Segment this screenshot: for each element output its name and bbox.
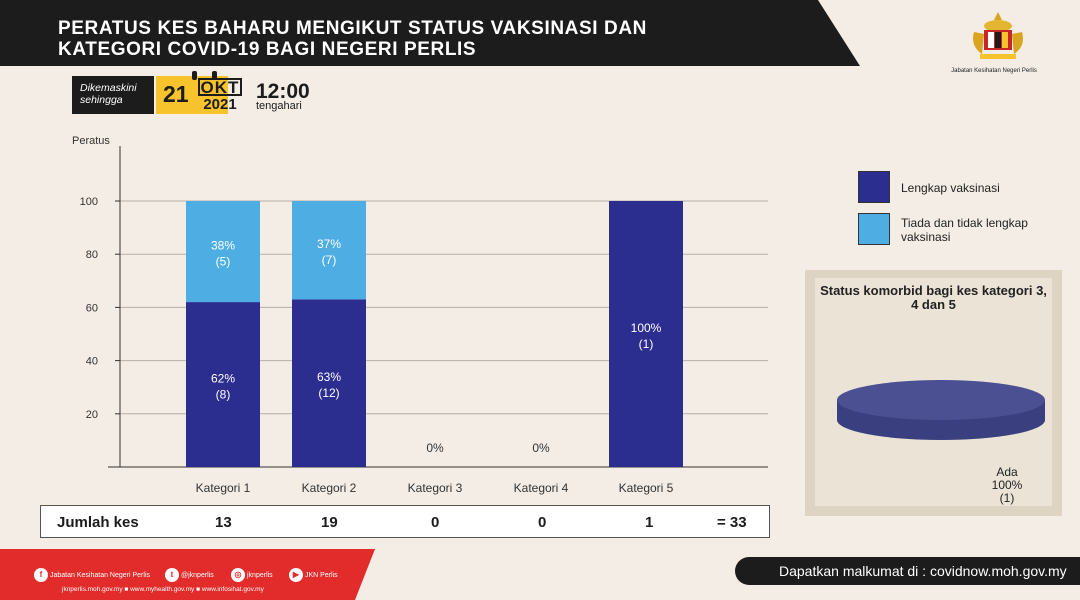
comorbid-label-name: Ada: [996, 465, 1018, 479]
y-tick-label: 80: [86, 249, 98, 261]
footer-info[interactable]: Dapatkan malkumat di : covidnow.moh.gov.…: [735, 557, 1080, 585]
bar-full-5: [609, 201, 683, 467]
legend-swatch-partial: [858, 213, 890, 245]
total-kategori-4: 0: [538, 514, 547, 531]
update-year: 2021: [203, 96, 237, 113]
y-tick-label: 40: [86, 356, 98, 368]
social-instagram[interactable]: ◎ jknperlis: [231, 568, 273, 582]
bar-full-1: [186, 302, 260, 467]
bar-full-2: [292, 299, 366, 467]
updated-label: Dikemaskini sehingga: [72, 76, 154, 114]
updated-label-line1: Dikemaskini: [80, 82, 137, 94]
legend-label-partial: Tiada dan tidak lengkap vaksinasi: [901, 216, 1028, 244]
update-time: 12:00: [256, 80, 310, 103]
bar-partial-1: [186, 201, 260, 303]
bar-partial-label: 38%: [211, 239, 235, 253]
footer-links[interactable]: jknperlis.moh.gov.my ■ www.myhealth.gov.…: [62, 586, 264, 593]
bar-full-label: 62%: [211, 372, 235, 386]
x-tick-label: Kategori 5: [619, 481, 674, 495]
page-title-line1: PERATUS KES BAHARU MENGIKUT STATUS VAKSI…: [58, 18, 647, 39]
x-tick-label: Kategori 3: [408, 481, 463, 495]
grand-total: = 33: [717, 514, 747, 531]
page-title: PERATUS KES BAHARU MENGIKUT STATUS VAKSI…: [58, 18, 647, 60]
y-tick-label: 20: [86, 409, 98, 421]
coat-of-arms-logo: [973, 12, 1023, 59]
youtube-icon: ▶: [289, 568, 303, 582]
title-banner: PERATUS KES BAHARU MENGIKUT STATUS VAKSI…: [0, 0, 860, 66]
x-tick-label: Kategori 1: [196, 481, 251, 495]
total-kategori-1: 13: [215, 514, 232, 531]
comorbid-pie: [837, 380, 1045, 440]
bar-partial-label: 37%: [317, 237, 341, 251]
bar-full-label: 100%: [631, 321, 662, 335]
x-tick-label: Kategori 4: [514, 481, 569, 495]
bar-zero-label: 0%: [532, 441, 550, 455]
bar-full-count: (1): [639, 337, 654, 351]
logo-caption: Jabatan Kesihatan Negeri Perlis: [951, 68, 1037, 74]
instagram-icon: ◎: [231, 568, 245, 582]
page-title-line2: KATEGORI COVID-19 BAGI NEGERI PERLIS: [58, 39, 477, 60]
update-month: OKT: [198, 78, 242, 96]
comorbid-label-percent: 100%: [991, 478, 1023, 492]
legend-swatch-full: [858, 171, 890, 203]
social-twitter[interactable]: t @jknperlis: [165, 568, 214, 582]
bar-full-count: (8): [216, 388, 231, 402]
comorbid-panel: Status komorbid bagi kes kategori 3, 4 d…: [805, 270, 1062, 516]
twitter-icon: t: [165, 568, 179, 582]
social-facebook[interactable]: f Jabatan Kesihatan Negeri Perlis: [34, 568, 150, 582]
y-axis-label: Peratus: [72, 135, 110, 147]
updated-label-line2: sehingga: [80, 94, 123, 106]
bar-zero-label: 0%: [426, 441, 444, 455]
comorbid-label-count: (1): [999, 491, 1015, 505]
y-tick-label: 60: [86, 302, 98, 314]
bar-partial-count: (5): [216, 255, 231, 269]
total-kategori-2: 19: [321, 514, 338, 531]
update-day: 21: [163, 81, 189, 107]
total-row: Jumlah kes 13 19 0 0 1 = 33: [40, 505, 770, 538]
comorbid-title: Status komorbid bagi kes kategori 3, 4 d…: [820, 283, 1047, 312]
comorbid-label: Ada 100% (1): [977, 466, 1037, 505]
social-youtube[interactable]: ▶ JKN Perlis: [289, 568, 338, 582]
x-tick-label: Kategori 2: [302, 481, 357, 495]
bar-full-count: (12): [318, 386, 339, 400]
total-kategori-3: 0: [431, 514, 440, 531]
footer-social-bar: [0, 549, 375, 600]
pie-slice-ada: [837, 380, 1045, 420]
total-kategori-5: 1: [645, 514, 654, 531]
facebook-icon: f: [34, 568, 48, 582]
bar-partial-count: (7): [322, 253, 337, 267]
total-label: Jumlah kes: [57, 514, 139, 531]
bar-partial-2: [292, 201, 366, 300]
legend-label-full: Lengkap vaksinasi: [901, 181, 1000, 195]
bar-full-label: 63%: [317, 370, 341, 384]
y-tick-label: 100: [80, 196, 98, 208]
update-time-label: tengahari: [256, 100, 302, 112]
